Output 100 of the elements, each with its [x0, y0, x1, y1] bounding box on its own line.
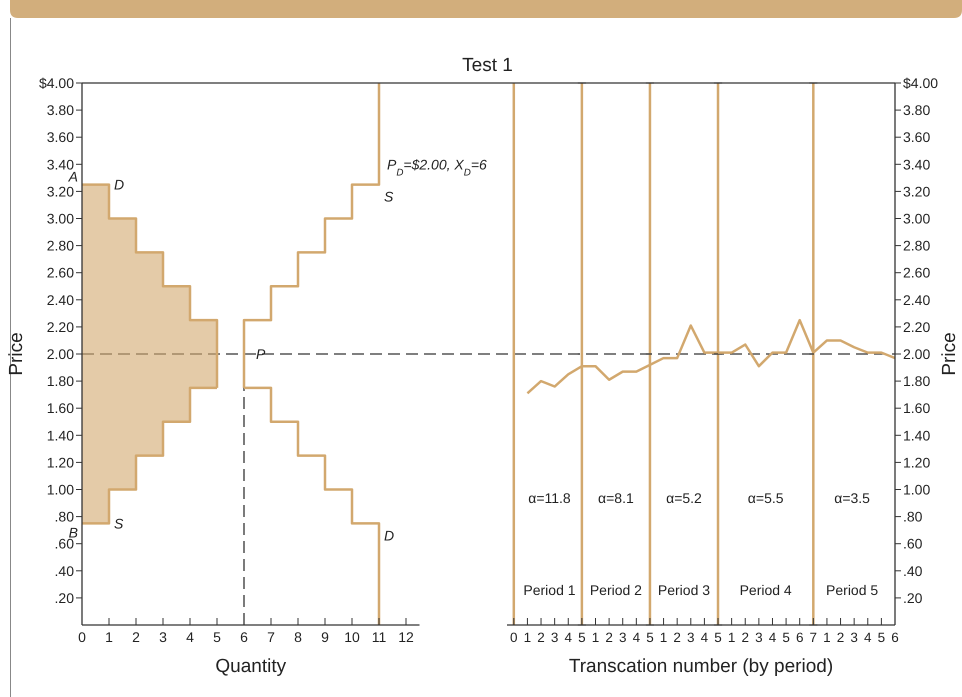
y-tick-label: 1.20: [46, 454, 74, 470]
y-tick-label: $4.00: [903, 75, 938, 91]
x-tick-label: 10: [344, 629, 360, 645]
annotation: α=8.1: [598, 490, 634, 506]
y-tick-label: 2.40: [46, 292, 74, 308]
y-tick-label: 1.40: [46, 427, 74, 444]
x-tick-label: 4: [564, 630, 573, 645]
y-tick-label: 3.00: [903, 210, 930, 226]
x-tick-label: 3: [850, 630, 858, 645]
annotation: P$_{D}$=$2.00, X$_{D}$=6: [387, 156, 488, 178]
x-tick-label: 4: [864, 630, 872, 645]
y-tick-label: 1.20: [903, 454, 930, 470]
y-tick-label: 3.80: [903, 102, 930, 118]
x-tick-label: 6: [891, 630, 899, 645]
x-tick-label: 5: [646, 630, 654, 645]
y-tick-label: 2.20: [903, 318, 930, 335]
x-tick-label: 3: [755, 630, 763, 645]
x-tick-label: 1: [105, 629, 114, 645]
x-tick-label: 4: [632, 630, 641, 645]
x-tick-label: 7: [267, 629, 276, 645]
y-tick-label: 1.80: [46, 373, 74, 390]
series-label: S: [114, 515, 124, 532]
series-label: D: [114, 176, 124, 193]
x-tick-label: 4: [700, 630, 709, 645]
y-tick-label: .80: [54, 508, 74, 525]
y-tick-label: 2.20: [46, 318, 74, 335]
x-tick-label: 6: [240, 629, 248, 645]
y-tick-label: .20: [903, 590, 923, 606]
x-tick-label: 0: [510, 630, 518, 645]
annotation: Period 2: [590, 582, 642, 598]
x-tick-label: 12: [398, 629, 414, 645]
y-tick-label: .40: [54, 562, 74, 579]
y-tick-label: 2.60: [903, 264, 930, 281]
y-tick-label: $4.00: [38, 75, 74, 91]
y-tick-label: .60: [903, 536, 923, 552]
x-tick-label: 3: [618, 630, 626, 645]
x-tick-label: 2: [673, 630, 681, 645]
x-tick-label: 1: [823, 630, 831, 645]
y-tick-label: 1.40: [903, 427, 930, 444]
x-axis-title: Transcation number (by period): [568, 656, 834, 677]
y-tick-label: 1.00: [46, 482, 74, 498]
annotation: Period 1: [523, 582, 576, 598]
y-tick-label: 3.60: [903, 129, 930, 146]
x-tick-label: 7: [810, 630, 818, 645]
y-tick-label: 3.80: [46, 102, 74, 118]
y-tick-label: .40: [903, 562, 923, 579]
series-label: S: [384, 188, 394, 205]
x-tick-label: 5: [782, 630, 790, 645]
annotation: α=3.5: [834, 490, 870, 506]
y-tick-label: 2.00: [46, 346, 74, 362]
x-tick-label: 5: [578, 630, 586, 645]
x-tick-label: 3: [550, 630, 558, 645]
x-tick-label: 5: [878, 630, 886, 645]
x-tick-label: 3: [687, 630, 695, 645]
y-tick-label: 1.60: [903, 400, 930, 416]
x-tick-label: 2: [132, 629, 140, 645]
y-tick-label: 3.00: [46, 210, 74, 226]
x-tick-label: 2: [605, 630, 613, 645]
annotation: Period 3: [658, 582, 710, 598]
annotation: α=5.5: [748, 490, 784, 506]
y-tick-label: 3.20: [903, 183, 930, 200]
x-tick-label: 4: [768, 630, 777, 645]
y-tick-label: 2.80: [903, 238, 930, 254]
y-tick-label: 2.80: [46, 238, 74, 254]
x-tick-label: 11: [372, 629, 386, 645]
x-tick-label: 1: [660, 630, 668, 645]
x-tick-label: 1: [592, 630, 600, 645]
x-tick-label: 3: [159, 629, 168, 645]
annotation: P: [256, 346, 266, 362]
y-tick-label: .20: [54, 590, 74, 606]
annotation: α=11.8: [528, 490, 571, 506]
y-tick-label: 2.60: [46, 264, 74, 281]
x-tick-label: 1: [524, 630, 532, 645]
x-tick-label: 9: [321, 629, 330, 645]
y-tick-label: 1.60: [46, 400, 74, 416]
x-tick-label: 0: [78, 629, 86, 645]
y-tick-label: 2.40: [903, 292, 930, 308]
y-tick-label: 3.20: [46, 183, 74, 200]
y-tick-label: .80: [903, 508, 923, 525]
x-tick-label: 2: [741, 630, 750, 645]
x-tick-label: 5: [714, 630, 722, 645]
y-axis-title: Price: [6, 332, 27, 376]
y-tick-label: 3.60: [46, 129, 74, 146]
x-tick-label: 5: [213, 629, 222, 645]
x-tick-label: 6: [796, 630, 804, 645]
x-tick-label: 8: [294, 629, 302, 645]
annotation: Period 4: [740, 582, 792, 598]
y-tick-label: 2.00: [903, 346, 930, 362]
y-tick-label: 1.00: [903, 482, 930, 498]
x-tick-label: 2: [836, 630, 844, 645]
x-tick-label: 4: [186, 629, 194, 645]
annotation: Period 5: [826, 582, 878, 598]
x-tick-label: 1: [728, 630, 736, 645]
series-label: D: [384, 527, 394, 544]
y-tick-label: 3.40: [903, 156, 930, 172]
x-tick-label: 2: [537, 630, 545, 645]
annotation: α=5.2: [666, 490, 702, 506]
y-axis-title: Price: [939, 332, 960, 376]
chart-title: Test 1: [462, 55, 513, 76]
y-tick-label: 1.80: [903, 373, 930, 390]
